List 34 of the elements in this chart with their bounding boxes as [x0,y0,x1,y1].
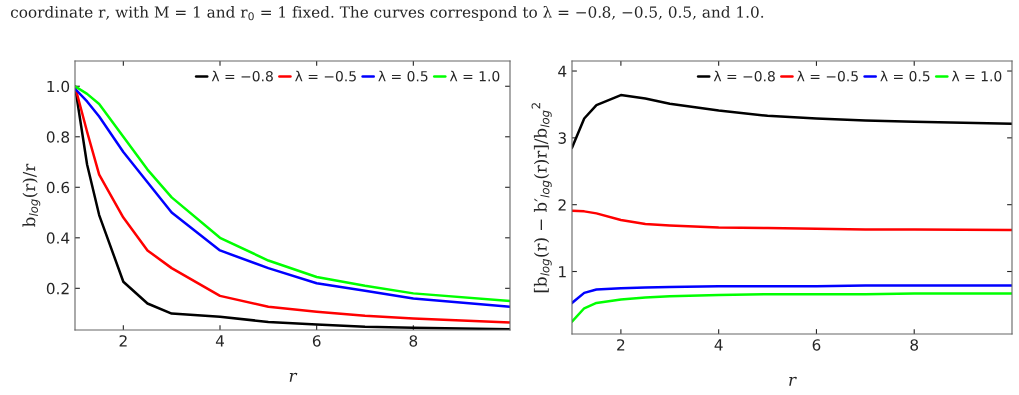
y-tick-label: 1 [559,266,566,278]
legend-label: λ = −0.5 [295,70,356,82]
legend-label: λ = −0.5 [797,70,858,82]
y-tick-label: 2 [558,199,566,211]
line-series [572,292,1012,323]
line-series [572,209,1012,232]
x-tick-label: 6 [312,335,321,347]
y-tick-label: 0.6 [46,181,70,194]
line-series [572,284,1012,305]
legend-label: λ = 1.0 [951,70,1002,82]
text: coordinate r, with M = 1 and r$_{0}$ = 1 fixed. The curves correspond to λ = −0.8, −0.5, 0.5, and 1.0. [10,5,764,21]
x-tick-label: 6 [812,339,821,351]
x-axis-title: r [289,372,298,382]
y-axis-title: [b$_{log}$(r) − b′$_{log}$(r)r]/b$_{log}$$^{2}$ [531,103,552,293]
y-tick-label: 1.0 [47,80,70,93]
legend-label: λ = 1.0 [449,70,500,82]
line-series [572,93,1012,150]
y-tick-label: 0.2 [46,282,69,295]
y-tick-label: 0.4 [46,232,70,244]
x-tick-label: 2 [119,335,127,347]
y-axis-title: b$_{log}$(r)/r [22,163,41,227]
y-tick-label: 4 [558,65,567,77]
legend-label: λ = −0.8 [713,70,775,82]
legend-label: λ = −0.8 [211,70,273,82]
x-tick-label: 8 [409,335,418,347]
x-axis-title: r [789,376,797,386]
legend-label: λ = 0.5 [378,70,428,82]
legend-label: λ = 0.5 [880,70,930,82]
x-tick-label: 2 [617,339,625,351]
x-tick-label: 4 [714,339,723,351]
y-tick-label: 0.8 [46,131,70,143]
y-tick-label: 3 [558,132,566,144]
x-tick-label: 8 [910,339,919,351]
x-tick-label: 4 [215,335,224,347]
